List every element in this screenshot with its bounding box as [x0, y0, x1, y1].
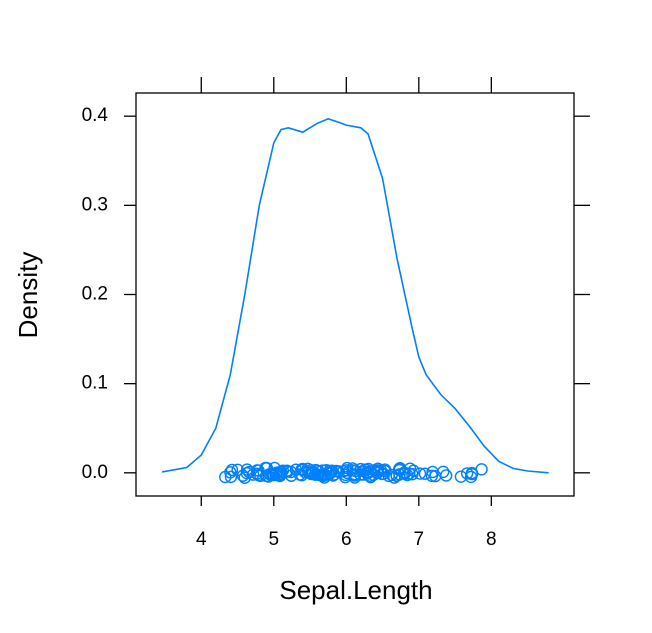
- y-axis-title: Density: [13, 252, 43, 339]
- x-tick-label: 4: [196, 529, 207, 550]
- x-tick-label: 7: [414, 529, 425, 550]
- panel-border: [135, 92, 575, 497]
- x-axis-title: Sepal.Length: [279, 575, 432, 605]
- data-point: [393, 462, 407, 475]
- y-tick-label: 0.3: [82, 194, 108, 215]
- data-point: [231, 463, 244, 477]
- data-point: [274, 466, 287, 479]
- data-point: [406, 468, 419, 481]
- data-point: [460, 467, 474, 480]
- y-tick-label: 0.4: [82, 105, 109, 126]
- data-point: [332, 465, 346, 479]
- data-point: [224, 470, 238, 484]
- data-point: [475, 463, 488, 476]
- data-point: [259, 462, 273, 475]
- data-point: [357, 468, 370, 481]
- y-tick-label: 0.0: [82, 462, 108, 483]
- data-point: [341, 461, 354, 475]
- x-tick-label: 8: [486, 529, 497, 550]
- data-point: [319, 468, 332, 482]
- data-point: [340, 466, 354, 480]
- y-tick-label: 0.2: [82, 284, 108, 305]
- data-point: [439, 469, 453, 482]
- data-point: [465, 467, 479, 481]
- x-tick-label: 5: [268, 529, 279, 550]
- data-point: [325, 465, 338, 479]
- data-point: [267, 468, 281, 482]
- data-point: [225, 463, 239, 477]
- data-point: [348, 469, 361, 482]
- data-point: [238, 471, 251, 484]
- data-point: [224, 466, 237, 479]
- y-tick-label: 0.1: [82, 373, 108, 394]
- data-point: [374, 463, 387, 477]
- x-tick-label: 6: [341, 529, 352, 550]
- data-point: [285, 469, 298, 482]
- density-line: [161, 118, 549, 474]
- data-point: [390, 469, 403, 482]
- data-point: [363, 469, 377, 482]
- data-point: [323, 464, 336, 478]
